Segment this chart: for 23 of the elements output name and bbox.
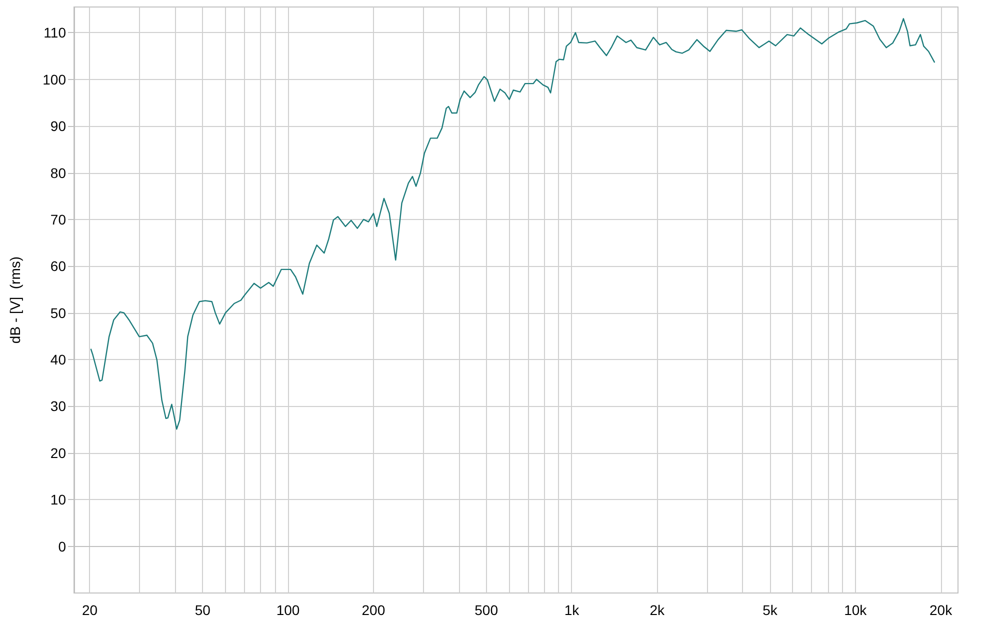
x-tick-label: 1k [564,602,580,618]
x-tick-label: 50 [194,602,211,618]
x-tick-label: 20k [929,602,954,618]
x-tick-label: 5k [762,602,778,618]
x-tick-label: 100 [276,602,300,618]
x-tick-label: 20 [82,602,98,618]
y-tick-label: 70 [50,211,66,228]
x-tick-label: 200 [362,602,386,618]
y-tick-label: 50 [50,304,66,321]
y-axis-title: dB - [V] (rms) [7,256,23,344]
y-tick-label: 10 [50,492,66,508]
y-tick-label: 20 [50,444,66,461]
y-tick-label: 30 [50,398,66,414]
y-tick-label: 60 [50,258,66,274]
y-tick-label: 0 [58,538,66,554]
x-tick-label: 10k [844,602,868,618]
y-tick-label: 80 [50,164,66,181]
y-tick-label: 110 [44,24,66,41]
x-tick-label: 500 [474,602,498,618]
y-tick-label: 40 [50,352,66,368]
y-tick-label: 90 [50,118,66,134]
y-tick-label: 100 [42,71,66,88]
x-tick-label: 2k [650,602,666,618]
